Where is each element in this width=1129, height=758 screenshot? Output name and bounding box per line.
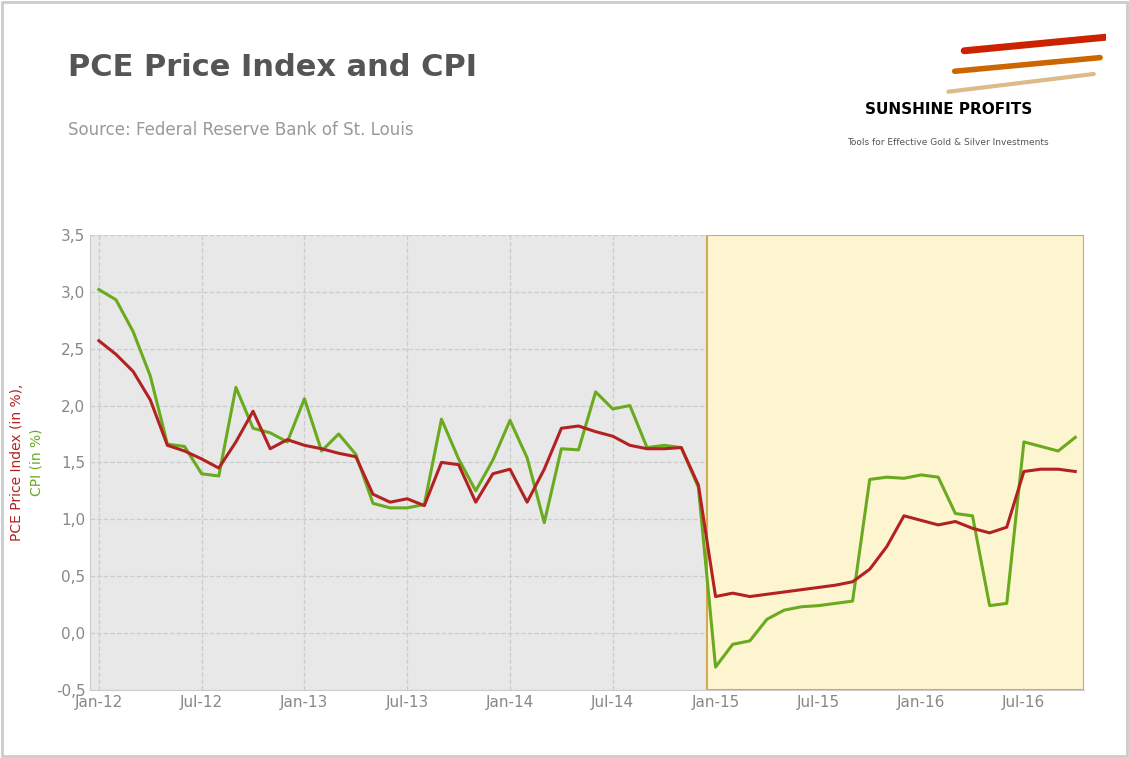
Text: SUNSHINE PROFITS: SUNSHINE PROFITS: [865, 102, 1032, 117]
Text: PCE Price Index (in %),: PCE Price Index (in %),: [10, 384, 24, 541]
Bar: [707, 235, 1084, 690]
Text: Tools for Effective Gold & Silver Investments: Tools for Effective Gold & Silver Invest…: [848, 138, 1049, 147]
Text: PCE Price Index and CPI: PCE Price Index and CPI: [68, 53, 476, 82]
Text: CPI (in %): CPI (in %): [29, 428, 43, 496]
Text: Source: Federal Reserve Bank of St. Louis: Source: Federal Reserve Bank of St. Loui…: [68, 121, 413, 139]
